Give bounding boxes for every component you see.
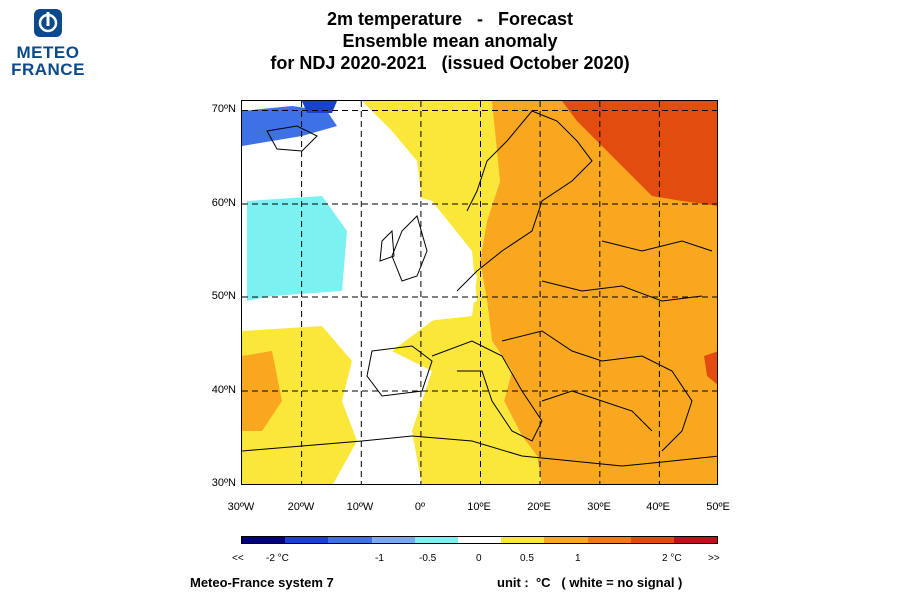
lon-label-30w: 30ºW: [227, 501, 255, 513]
lon-label-30e: 30ºE: [587, 501, 611, 513]
lon-label-40e: 40ºE: [646, 501, 670, 513]
legend-label-minus1: -1: [375, 553, 384, 564]
lon-label-20e: 20ºE: [527, 501, 551, 513]
legend-label-low: <<: [232, 553, 244, 564]
lon-label-0: 0º: [414, 501, 426, 513]
map-title: 2m temperature - Forecast Ensemble mean …: [200, 8, 700, 74]
lon-label-10e: 10ºE: [467, 501, 491, 513]
lat-label-50n: 50ºN: [211, 290, 236, 302]
legend-label-high: >>: [708, 553, 720, 564]
map-canvas: [242, 101, 717, 484]
legend-swatch-1: [285, 537, 329, 543]
legend-swatch-4: [414, 537, 458, 543]
legend-label-minus2: -2 °C: [266, 553, 289, 564]
legend-swatch-10: [673, 537, 718, 543]
legend-label-2: 2 °C: [662, 553, 682, 564]
meteo-france-emblem-icon: [34, 9, 62, 37]
legend-swatch-8: [587, 537, 631, 543]
model-system-label: Meteo-France system 7: [190, 575, 334, 590]
meteo-france-logo: METEO FRANCE: [8, 8, 88, 78]
title-line3: for NDJ 2020-2021 (issued October 2020): [270, 53, 630, 73]
legend-swatch-3: [371, 537, 415, 543]
lon-label-50e: 50ºE: [706, 501, 730, 513]
legend-swatch-9: [630, 537, 674, 543]
lat-label-70n: 70ºN: [211, 103, 236, 115]
color-legend-bar: [241, 536, 718, 544]
legend-swatch-0: [242, 537, 286, 543]
lon-label-10w: 10ºW: [346, 501, 374, 513]
lat-label-30n: 30ºN: [211, 477, 236, 489]
legend-label-0: 0: [476, 553, 482, 564]
title-line2: Ensemble mean anomaly: [342, 31, 558, 51]
logo-text-line2: FRANCE: [11, 60, 85, 79]
title-line1: 2m temperature - Forecast: [326, 9, 574, 29]
lat-label-60n: 60ºN: [211, 197, 236, 209]
lat-label-40n: 40ºN: [211, 384, 236, 396]
legend-label-1: 1: [575, 553, 581, 564]
legend-swatch-6: [501, 537, 545, 543]
legend-label-minus05: -0.5: [419, 553, 437, 564]
legend-swatch-2: [328, 537, 372, 543]
legend-swatch-5: [457, 537, 502, 543]
legend-label-05: 0.5: [520, 553, 534, 564]
logo-text-line1: METEO: [16, 43, 80, 62]
lon-label-20w: 20ºW: [287, 501, 315, 513]
legend-swatch-7: [544, 537, 588, 543]
anomaly-map: [241, 100, 718, 485]
unit-label: unit : °C ( white = no signal ): [497, 575, 683, 590]
